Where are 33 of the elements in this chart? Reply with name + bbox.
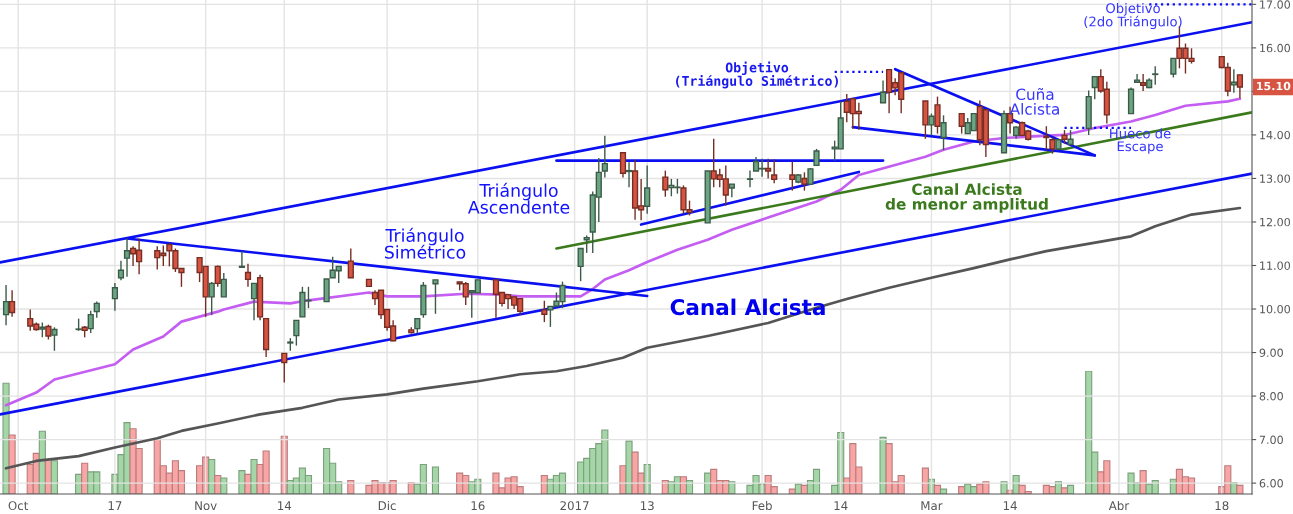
y-tick-label: 14.00 bbox=[1260, 130, 1291, 140]
annotation: 15.10 bbox=[1257, 81, 1291, 91]
x-tick-label: 13 bbox=[640, 501, 654, 511]
x-tick-label: Abr bbox=[1108, 500, 1130, 511]
x-tick-label: Nov bbox=[195, 501, 217, 511]
x-tick-label: Dic bbox=[378, 500, 396, 511]
annotation: Objetivo (2do Triángulo) bbox=[1084, 2, 1182, 30]
x-tick-label: 2017 bbox=[560, 501, 589, 511]
x-tick-label: Mar bbox=[921, 501, 943, 511]
y-tick-label: 13.00 bbox=[1260, 174, 1291, 183]
x-tick-label: 18 bbox=[1215, 501, 1229, 511]
y-tick-label: 12.00 bbox=[1260, 217, 1291, 227]
x-tick-label: 14 bbox=[278, 501, 292, 510]
x-tick-label: 17 bbox=[108, 501, 122, 510]
y-tick-label: 6.00 bbox=[1259, 479, 1283, 488]
y-tick-label: 17.00 bbox=[1260, 0, 1291, 9]
annotation: Cuña Alcista bbox=[1009, 87, 1059, 115]
x-tick-label: Oct bbox=[8, 501, 29, 511]
annotation: Canal Alcista de menor amplitud bbox=[885, 183, 1048, 213]
y-tick-label: 10.00 bbox=[1260, 305, 1291, 314]
y-tick-label: 9.00 bbox=[1259, 348, 1283, 357]
x-tick-label: 14 bbox=[1003, 501, 1017, 510]
y-tick-label: 11.00 bbox=[1260, 261, 1291, 270]
x-tick-label: 16 bbox=[471, 501, 485, 511]
x-tick-label: Feb bbox=[752, 500, 772, 511]
annotation: Canal Alcista bbox=[670, 298, 825, 316]
annotation: Objetivo (Triángulo Simétrico) bbox=[676, 61, 838, 89]
annotation: Triángulo Ascendente bbox=[467, 182, 570, 214]
y-tick-label: 16.00 bbox=[1260, 43, 1291, 53]
x-tick-label: 14 bbox=[834, 501, 848, 510]
y-tick-label: 7.00 bbox=[1259, 435, 1283, 444]
annotation: Triángulo Simétrico bbox=[384, 227, 466, 259]
y-tick-label: 8.00 bbox=[1259, 392, 1283, 401]
